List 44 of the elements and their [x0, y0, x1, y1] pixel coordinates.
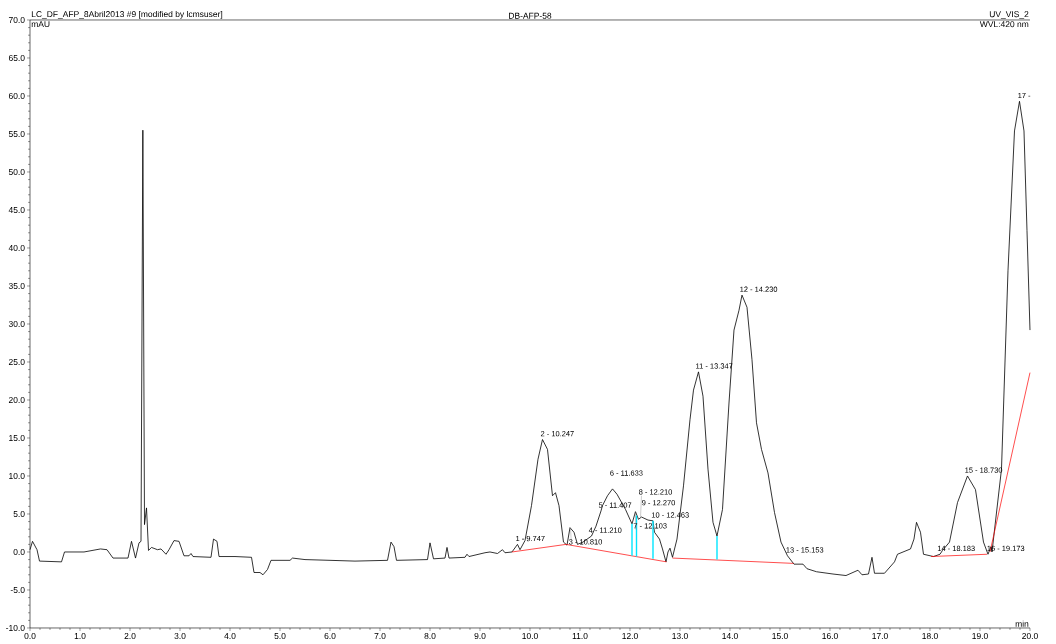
x-tick-label: 7.0	[374, 633, 386, 639]
x-tick-label: 10.0	[522, 633, 538, 639]
chart-title: DB-AFP-58	[509, 12, 552, 19]
y-tick-label: 70.0	[8, 16, 25, 23]
x-tick-label: 17.0	[872, 633, 888, 639]
x-tick-label: 15.0	[772, 633, 788, 639]
y-tick-label: 5.0	[13, 510, 25, 517]
y-tick-label: 60.0	[8, 92, 25, 99]
x-axis-title: min	[1015, 620, 1029, 627]
y-tick-label: 10.0	[9, 472, 25, 479]
text: UV_VIS_2	[989, 11, 1029, 19]
x-tick-label: 0.0	[24, 633, 36, 639]
y-tick-label: 30.0	[8, 320, 25, 327]
y-tick-label: 35.0	[8, 282, 25, 289]
x-tick-label: 4.0	[224, 633, 236, 639]
annotation: WVL:420 nm	[979, 21, 1029, 28]
x-tick-label: 19.0	[972, 633, 988, 639]
x-tick-label: 8.0	[424, 633, 436, 639]
x-tick-label: 16.0	[822, 633, 838, 639]
x-tick-label: 6.0	[324, 633, 336, 639]
x-tick-label: 5.0	[274, 633, 286, 639]
y-tick-label: 45.0	[8, 206, 25, 213]
y-axis-title: mAU	[31, 21, 50, 28]
y-tick-label: -5.0	[10, 586, 25, 593]
x-tick-label: 3.0	[174, 633, 186, 639]
y-tick-label: 20.0	[8, 396, 25, 403]
x-tick-label: 13.0	[672, 633, 688, 639]
y-tick-label: 25.0	[8, 358, 25, 365]
x-tick-label: 2.0	[124, 633, 136, 639]
x-tick-label: 20.0	[1022, 633, 1038, 639]
x-tick-label: 18.0	[922, 633, 938, 639]
y-tick-label: -10.0	[6, 624, 25, 631]
y-tick-label: 55.0	[8, 130, 25, 137]
y-tick-label: 50.0	[8, 168, 25, 175]
y-tick-label: 15.0	[9, 434, 25, 441]
x-tick-label: 1.0	[74, 633, 86, 639]
text: LC_DF_AFP_8Abril2013 #9 [modified by lcmsuser]	[31, 10, 223, 19]
x-tick-label: 11.0	[572, 633, 588, 639]
y-tick-label: 0.0	[13, 548, 25, 555]
x-tick-label: 12.0	[622, 633, 638, 639]
x-tick-label: 9.0	[474, 633, 486, 639]
y-tick-label: 65.0	[8, 54, 25, 61]
x-tick-label: 14.0	[722, 633, 738, 639]
y-tick-label: 40.0	[8, 244, 25, 251]
